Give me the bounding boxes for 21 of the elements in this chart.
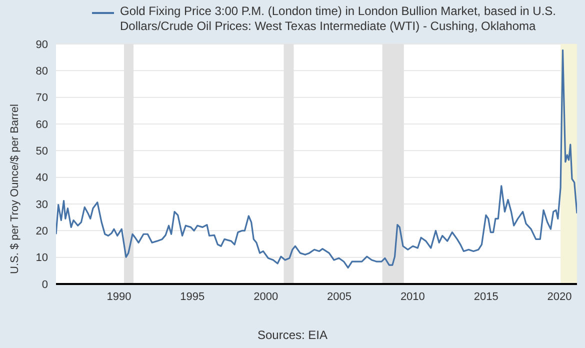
y-tick-label: 0 [42,278,48,291]
x-tick-label: 1995 [180,290,205,303]
y-tick-label: 40 [36,172,48,184]
y-tick-label: 20 [36,226,48,238]
y-tick-label: 60 [36,118,48,131]
x-tick-label: 2000 [254,290,278,303]
line-series [56,49,577,269]
source-note: Sources: EIA [257,328,328,342]
legend-label: Gold Fixing Price 3:00 P.M. (London time) in London Bullion Market, based in U.S. Dollars/Crude Oil Prices: West Texas Intermediate (WTI) - Cushing, Oklahoma [120,4,558,34]
x-tick-label: 1990 [106,290,132,303]
y-tick-label: 10 [36,252,48,264]
x-tick-label: 2010 [400,290,425,303]
y-tick-label: 30 [36,198,48,211]
x-tick-label: 2020 [547,290,572,303]
y-tick-label: 80 [36,66,48,78]
x-tick-label: 2015 [474,290,498,303]
y-tick-label: 90 [36,38,48,51]
y-axis-title: U.S. $ per Troy Ounce/$ per Barrel [8,104,21,274]
x-tick-label: 2005 [327,290,352,303]
y-tick-label: 50 [36,146,48,158]
y-tick-label: 70 [36,92,48,104]
